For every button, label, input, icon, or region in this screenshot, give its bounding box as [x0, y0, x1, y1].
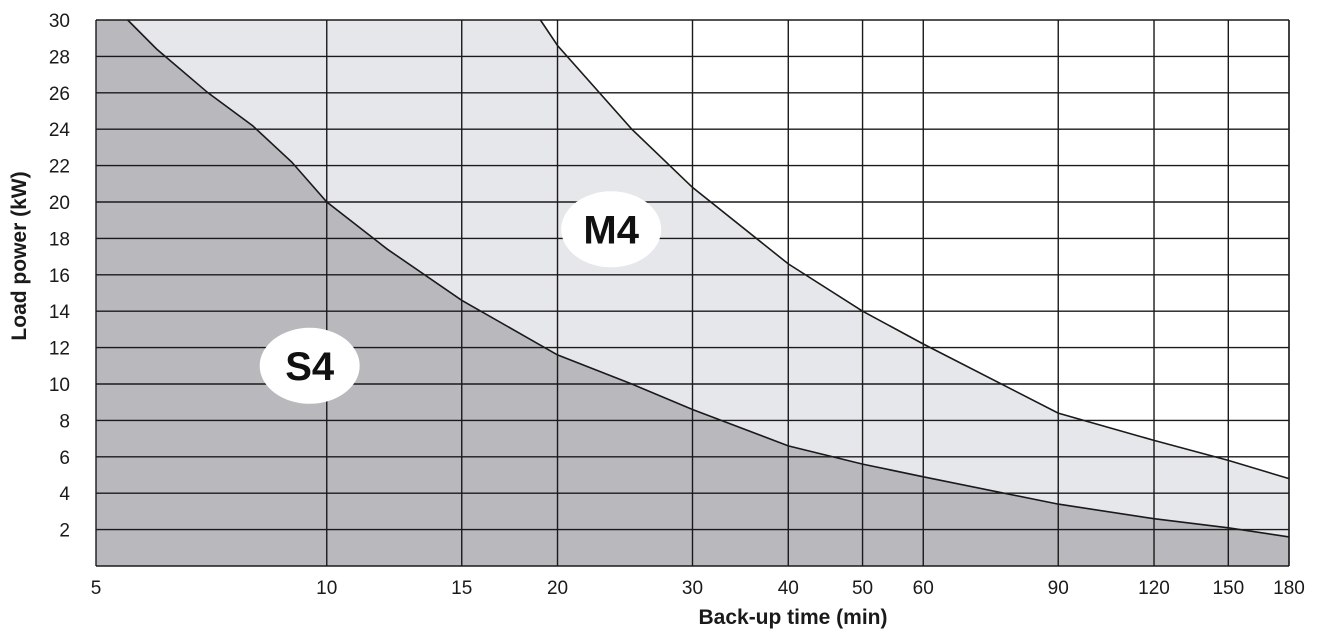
s4-curve: [127, 19, 1290, 538]
x-tick-label: 20: [547, 578, 568, 599]
y-tick-label: 10: [49, 375, 70, 396]
x-tick-label: 5: [91, 578, 102, 599]
x-tick-label: 40: [778, 578, 799, 599]
m4-curve: [539, 19, 1290, 480]
y-axis-title: Load power (kW): [8, 171, 31, 340]
x-tick-label: 150: [1212, 578, 1244, 599]
region-label-bubble: [561, 191, 662, 268]
y-tick-label: 14: [49, 302, 71, 323]
x-tick-label: 180: [1273, 578, 1305, 599]
grid-lines: [95, 19, 1290, 567]
y-tick-label: 6: [59, 448, 70, 469]
y-tick-label: 20: [49, 193, 70, 214]
y-tick-label: 2: [59, 521, 70, 542]
x-tick-label: 15: [451, 578, 472, 599]
plot-area: S4 M4: [95, 19, 1290, 567]
y-tick-label: 12: [49, 339, 70, 360]
region-labels: S4 M4: [259, 191, 662, 404]
y-tick-label: 28: [49, 47, 70, 68]
region-label-m4: M4: [561, 191, 662, 268]
y-tick-label: 4: [59, 484, 70, 505]
region-label-s4: S4: [259, 327, 360, 404]
y-tick-label: 18: [49, 229, 70, 250]
x-axis-title: Back-up time (min): [698, 606, 887, 629]
x-tick-label: 60: [913, 578, 934, 599]
y-tick-label: 16: [49, 266, 70, 287]
y-tick-label: 30: [49, 11, 70, 32]
region-label-text: M4: [583, 208, 639, 252]
region-label-bubble: [259, 327, 360, 404]
x-tick-label: 50: [852, 578, 873, 599]
y-tick-label: 26: [49, 84, 70, 105]
y-tick-label: 24: [49, 120, 71, 141]
y-tick-label: 22: [49, 157, 70, 178]
s4-region-fill: [96, 20, 1289, 566]
x-tick-labels: 5 10 15 20 30 40 50 60 90 120 150 180: [91, 578, 1305, 599]
x-tick-label: 90: [1048, 578, 1069, 599]
x-tick-label: 120: [1138, 578, 1170, 599]
x-tick-label: 30: [682, 578, 703, 599]
x-tick-label: 10: [316, 578, 337, 599]
region-label-text: S4: [285, 345, 335, 389]
y-tick-label: 8: [59, 411, 70, 432]
